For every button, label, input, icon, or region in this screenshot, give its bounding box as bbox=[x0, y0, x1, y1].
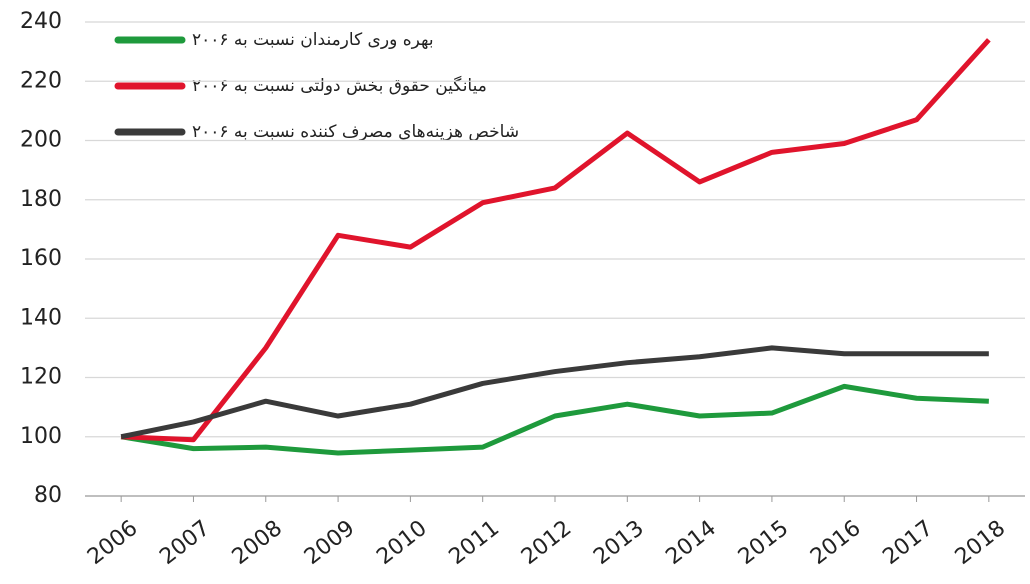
x-tick-label: 2008 bbox=[228, 516, 288, 570]
x-tick-label: 2012 bbox=[517, 516, 577, 570]
x-tick-label: 2014 bbox=[661, 516, 721, 570]
series-line bbox=[121, 38, 991, 443]
legend: بهره وری کارمندان نسبت به ۲۰۰۶ میانگین حق… bbox=[114, 30, 519, 142]
y-tick-label: 80 bbox=[34, 483, 62, 508]
y-tick-label: 120 bbox=[20, 365, 62, 390]
y-tick-label: 140 bbox=[20, 305, 62, 330]
y-tick-label: 220 bbox=[20, 68, 62, 93]
y-tick-label: 160 bbox=[20, 246, 62, 271]
x-tick-label: 2018 bbox=[951, 516, 1011, 570]
legend-label: بهره وری کارمندان نسبت به ۲۰۰۶ bbox=[192, 30, 434, 50]
y-tick-label: 100 bbox=[20, 424, 62, 449]
series-line bbox=[120, 345, 989, 440]
x-tick-label: 2010 bbox=[372, 516, 432, 570]
x-tick-label: 2015 bbox=[734, 516, 794, 570]
y-tick-label: 240 bbox=[20, 9, 62, 34]
x-tick-label: 2016 bbox=[806, 516, 866, 570]
x-tick-label: 2007 bbox=[155, 516, 215, 570]
x-tick-label: 2011 bbox=[445, 516, 505, 570]
legend-label: میانگین حقوق بخش دولتی نسبت به ۲۰۰۶ bbox=[192, 75, 487, 96]
x-tick-label: 2006 bbox=[83, 516, 143, 570]
y-tick-label: 200 bbox=[20, 128, 62, 153]
x-tick-label: 2009 bbox=[300, 516, 360, 570]
x-tick-label: 2017 bbox=[878, 516, 938, 570]
legend-label: شاخص هزینه‌های مصرف کننده نسبت به ۲۰۰۶ bbox=[192, 122, 519, 142]
x-tick-label: 2013 bbox=[589, 516, 649, 570]
y-tick-label: 180 bbox=[20, 187, 62, 212]
series-line bbox=[120, 383, 989, 456]
